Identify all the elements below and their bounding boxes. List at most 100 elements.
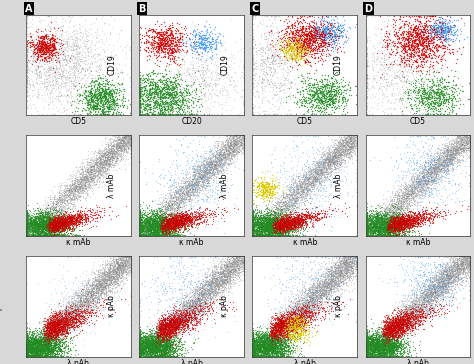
Point [420,292,428,298]
Point [349,142,357,148]
Point [39,57,46,63]
Point [156,220,164,226]
Point [54,52,61,58]
Point [412,63,419,69]
Point [296,41,304,47]
Point [219,270,227,276]
Point [315,290,323,296]
Point [23,232,31,238]
Point [29,229,37,234]
Point [366,343,374,349]
Point [189,325,197,331]
Point [26,342,33,348]
Point [376,223,383,229]
Point [310,203,318,209]
Point [268,78,275,84]
Point [270,342,277,348]
Point [331,174,339,180]
Point [158,216,166,222]
Point [328,270,336,276]
Point [102,145,109,151]
Point [165,177,173,183]
Point [54,217,61,222]
Point [23,78,31,84]
Point [50,316,57,322]
Point [235,135,243,141]
Point [171,326,178,332]
Point [401,219,409,225]
Point [198,308,205,313]
Point [400,330,408,336]
Point [191,46,199,52]
Point [379,349,386,355]
Point [219,153,227,159]
Point [154,109,162,115]
Point [210,270,217,276]
Point [339,150,346,156]
Point [50,217,57,223]
Point [122,148,130,154]
Point [396,217,404,222]
Point [271,226,279,232]
Point [147,340,155,345]
Point [144,333,152,339]
Point [430,284,438,290]
Point [325,37,333,43]
Point [264,333,272,339]
Point [363,353,370,359]
Point [335,152,342,158]
Point [412,193,420,199]
Point [74,183,82,189]
Point [326,286,333,292]
Point [156,343,164,349]
Point [270,353,277,359]
Point [402,317,410,323]
Point [416,213,423,218]
Point [77,299,85,305]
Point [379,343,386,348]
Point [233,139,240,145]
Point [156,209,164,214]
Point [227,285,235,290]
Point [233,253,240,259]
Point [48,325,55,331]
Point [140,232,147,238]
Point [380,330,388,336]
Point [386,219,393,225]
Point [393,226,401,232]
Point [225,270,233,276]
Point [441,286,448,292]
Point [167,333,174,339]
Point [146,341,154,347]
Point [147,334,155,340]
Point [66,18,73,24]
Point [185,302,192,308]
Point [428,170,435,176]
Point [88,291,96,297]
Point [288,324,296,330]
Point [160,318,167,324]
Point [46,315,53,321]
Point [255,228,263,234]
Point [321,32,328,38]
Point [179,301,187,307]
Point [380,333,388,339]
Point [29,344,36,350]
Point [109,95,117,101]
Point [265,64,273,70]
Point [118,269,126,275]
Point [63,44,70,50]
Point [363,335,370,341]
Point [47,339,55,344]
Point [447,155,454,161]
Point [155,333,162,339]
Point [67,313,75,318]
Point [137,232,144,238]
Point [78,183,85,189]
Point [425,298,433,304]
Point [293,51,301,57]
Point [240,264,247,269]
Point [302,182,310,188]
Point [65,57,73,63]
Point [119,253,127,259]
